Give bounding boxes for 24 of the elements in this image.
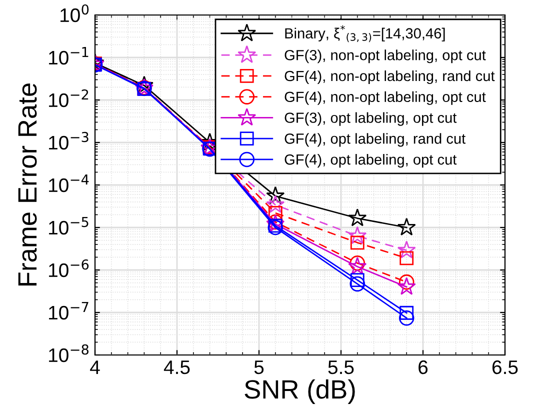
x-tick-label: 5 bbox=[254, 360, 264, 374]
legend-label: GF(3), non-opt labeling, opt cut bbox=[284, 50, 486, 64]
x-tick-label: 6 bbox=[418, 360, 428, 374]
legend-label: GF(3), opt labeling, opt cut bbox=[284, 112, 457, 126]
x-tick-label: 4 bbox=[90, 360, 100, 374]
x-axis-title: SNR (dB) bbox=[244, 379, 355, 404]
y-tick-label: 10$^{−1}$ bbox=[49, 47, 88, 65]
legend-label: GF(4), non-opt labeling, opt cut bbox=[284, 91, 486, 105]
y-tick-label: 10$^{−3}$ bbox=[49, 132, 88, 150]
x-tick-label: 5.5 bbox=[328, 360, 354, 374]
legend-label: GF(4), opt labeling, opt cut bbox=[284, 154, 457, 168]
y-tick-label: 10$^{−2}$ bbox=[49, 89, 88, 108]
y-tick-label: 10$^{−4}$ bbox=[49, 174, 89, 192]
y-axis-title: Frame Error Rate bbox=[18, 84, 37, 286]
y-tick-label: 10$^{−7}$ bbox=[49, 302, 88, 320]
y-tick-label: 10$^{−8}$ bbox=[49, 344, 89, 362]
x-tick-label: 4.5 bbox=[164, 360, 190, 374]
legend-label: GF(4), opt labeling, rand cut bbox=[284, 133, 466, 147]
legend-label: GF(4), non-opt labeling, rand cut bbox=[284, 70, 495, 84]
x-tick-label: 6.5 bbox=[492, 360, 518, 374]
y-tick-label: 10$^{−6}$ bbox=[49, 259, 89, 278]
y-tick-label: 10$^{−5}$ bbox=[49, 217, 88, 235]
legend-label: Binary, ξ$^{*}$$_{(3,3)}$=[14,30,46] bbox=[285, 25, 445, 42]
y-tick-label: 10$^{0}$ bbox=[60, 4, 89, 22]
